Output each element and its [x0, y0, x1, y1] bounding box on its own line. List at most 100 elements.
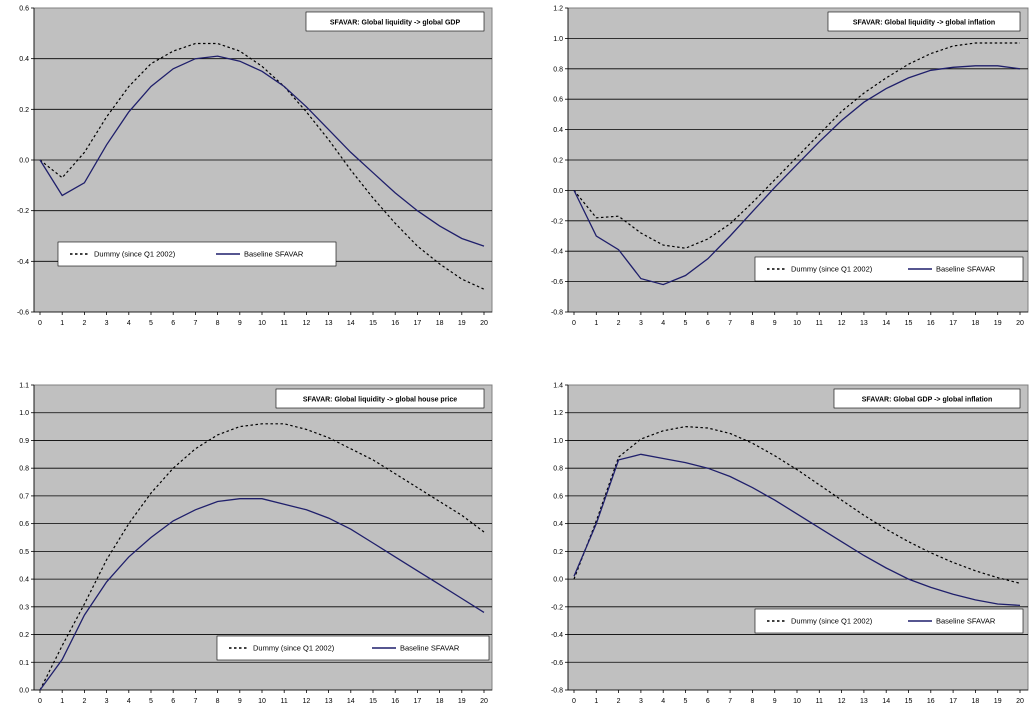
- x-tick-label: 6: [171, 698, 175, 705]
- x-tick-label: 17: [949, 320, 957, 327]
- legend-label-baseline: Baseline SFAVAR: [936, 265, 996, 274]
- y-tick-label: 0.9: [19, 438, 29, 445]
- x-tick-label: 20: [480, 698, 488, 705]
- chart-title: SFAVAR: Global liquidity -> global infla…: [853, 20, 995, 27]
- legend: Dummy (since Q1 2002) Baseline SFAVAR: [754, 608, 1024, 634]
- legend-label-dummy: Dummy (since Q1 2002): [253, 644, 335, 653]
- y-tick-label: 0.4: [19, 577, 29, 584]
- x-tick-label: 6: [171, 320, 175, 327]
- chart-title-box: [305, 11, 485, 32]
- y-tick-label: 0.3: [19, 604, 29, 611]
- x-tick-label: 2: [617, 320, 621, 327]
- x-tick-label: 0: [572, 698, 576, 705]
- x-tick-label: 9: [238, 320, 242, 327]
- x-tick-label: 3: [639, 320, 643, 327]
- x-tick-label: 1: [594, 320, 598, 327]
- x-tick-label: 20: [1016, 320, 1024, 327]
- y-tick-label: 1.2: [553, 6, 563, 13]
- y-tick-label: -0.4: [551, 632, 563, 639]
- x-tick-label: 3: [105, 320, 109, 327]
- x-tick-label: 5: [684, 698, 688, 705]
- x-tick-label: 6: [706, 320, 710, 327]
- plot-area: [567, 384, 1029, 691]
- x-tick-label: 16: [391, 320, 399, 327]
- x-tick-label: 8: [750, 698, 754, 705]
- chart-title-box: [827, 11, 1021, 32]
- y-tick-label: -0.8: [551, 688, 563, 695]
- y-tick-label: 1.0: [553, 36, 563, 43]
- x-tick-label: 7: [193, 320, 197, 327]
- y-tick-label: 0.2: [19, 107, 29, 114]
- legend-box: [57, 241, 337, 267]
- x-tick-label: 16: [391, 698, 399, 705]
- x-tick-label: 18: [436, 698, 444, 705]
- x-tick-label: 0: [572, 320, 576, 327]
- legend-box: [216, 635, 490, 661]
- legend-label-dummy: Dummy (since Q1 2002): [791, 617, 873, 626]
- series-line-dummy: [573, 425, 1021, 584]
- y-tick-label: 0.0: [19, 158, 29, 165]
- legend-label-baseline: Baseline SFAVAR: [400, 644, 460, 653]
- x-tick-label: 8: [216, 698, 220, 705]
- x-tick-label: 15: [905, 698, 913, 705]
- x-tick-label: 7: [193, 698, 197, 705]
- x-tick-label: 15: [369, 698, 377, 705]
- x-tick-label: 2: [82, 320, 86, 327]
- y-tick-label: -0.2: [551, 604, 563, 611]
- chart-panel-1: -0.6-0.4-0.20.00.20.40.60 1 2 3 4 5 6 7 8 9 10 11 12…: [17, 6, 493, 327]
- x-tick-label: 6: [706, 698, 710, 705]
- y-tick-label: 0.0: [553, 577, 563, 584]
- y-tick-label: 0.0: [553, 188, 563, 195]
- x-tick-label: 16: [927, 320, 935, 327]
- y-tick-label: 0.2: [553, 549, 563, 556]
- y-tick-label: 1.0: [553, 438, 563, 445]
- x-tick-label: 14: [347, 320, 355, 327]
- y-tick-label: 0.6: [19, 521, 29, 528]
- legend-label-baseline: Baseline SFAVAR: [244, 250, 304, 259]
- x-tick-label: 17: [949, 698, 957, 705]
- x-tick-label: 0: [38, 698, 42, 705]
- x-tick-label: 10: [793, 698, 801, 705]
- legend-box: [754, 256, 1024, 282]
- chart-title: SFAVAR: Global liquidity -> global GDP: [330, 20, 461, 27]
- x-tick-label: 5: [684, 320, 688, 327]
- x-tick-label: 4: [661, 698, 665, 705]
- x-tick-label: 20: [1016, 698, 1024, 705]
- x-tick-label: 18: [972, 698, 980, 705]
- y-tick-label: 0.1: [19, 660, 29, 667]
- legend-label-baseline: Baseline SFAVAR: [936, 617, 996, 626]
- y-tick-label: 0.6: [553, 493, 563, 500]
- x-tick-label: 1: [60, 698, 64, 705]
- x-tick-label: 3: [639, 698, 643, 705]
- x-tick-label: 7: [728, 320, 732, 327]
- x-tick-label: 4: [127, 320, 131, 327]
- x-tick-label: 18: [436, 320, 444, 327]
- chart-panel-3: 0.00.10.20.30.40.50.60.70.80.91.01.10 1 2 3…: [19, 383, 493, 705]
- y-tick-label: 1.2: [553, 410, 563, 417]
- x-tick-label: 14: [347, 698, 355, 705]
- x-tick-label: 1: [60, 320, 64, 327]
- x-tick-label: 15: [905, 320, 913, 327]
- series-line-dummy: [573, 42, 1020, 249]
- x-tick-label: 12: [303, 320, 311, 327]
- legend: Dummy (since Q1 2002) Baseline SFAVAR: [216, 635, 490, 661]
- x-tick-label: 9: [773, 698, 777, 705]
- y-tick-label: 0.6: [19, 6, 29, 13]
- y-tick-label: -0.2: [551, 218, 563, 225]
- x-tick-label: 20: [480, 320, 488, 327]
- x-tick-label: 11: [281, 698, 288, 705]
- x-tick-label: 19: [994, 698, 1002, 705]
- series-line-baseline: [39, 498, 485, 691]
- chart-title: SFAVAR: Global liquidity -> global house…: [303, 397, 457, 404]
- x-tick-label: 12: [838, 698, 846, 705]
- x-tick-label: 10: [258, 320, 266, 327]
- x-tick-label: 8: [216, 320, 220, 327]
- chart-panel-2: -0.8-0.6-0.4-0.20.00.20.40.60.81.01.20 1 2…: [551, 6, 1029, 327]
- x-tick-label: 5: [149, 320, 153, 327]
- y-tick-label: -0.6: [551, 660, 563, 667]
- y-tick-label: 0.8: [553, 466, 563, 473]
- x-tick-label: 4: [661, 320, 665, 327]
- x-tick-label: 12: [838, 320, 846, 327]
- x-tick-label: 2: [82, 698, 86, 705]
